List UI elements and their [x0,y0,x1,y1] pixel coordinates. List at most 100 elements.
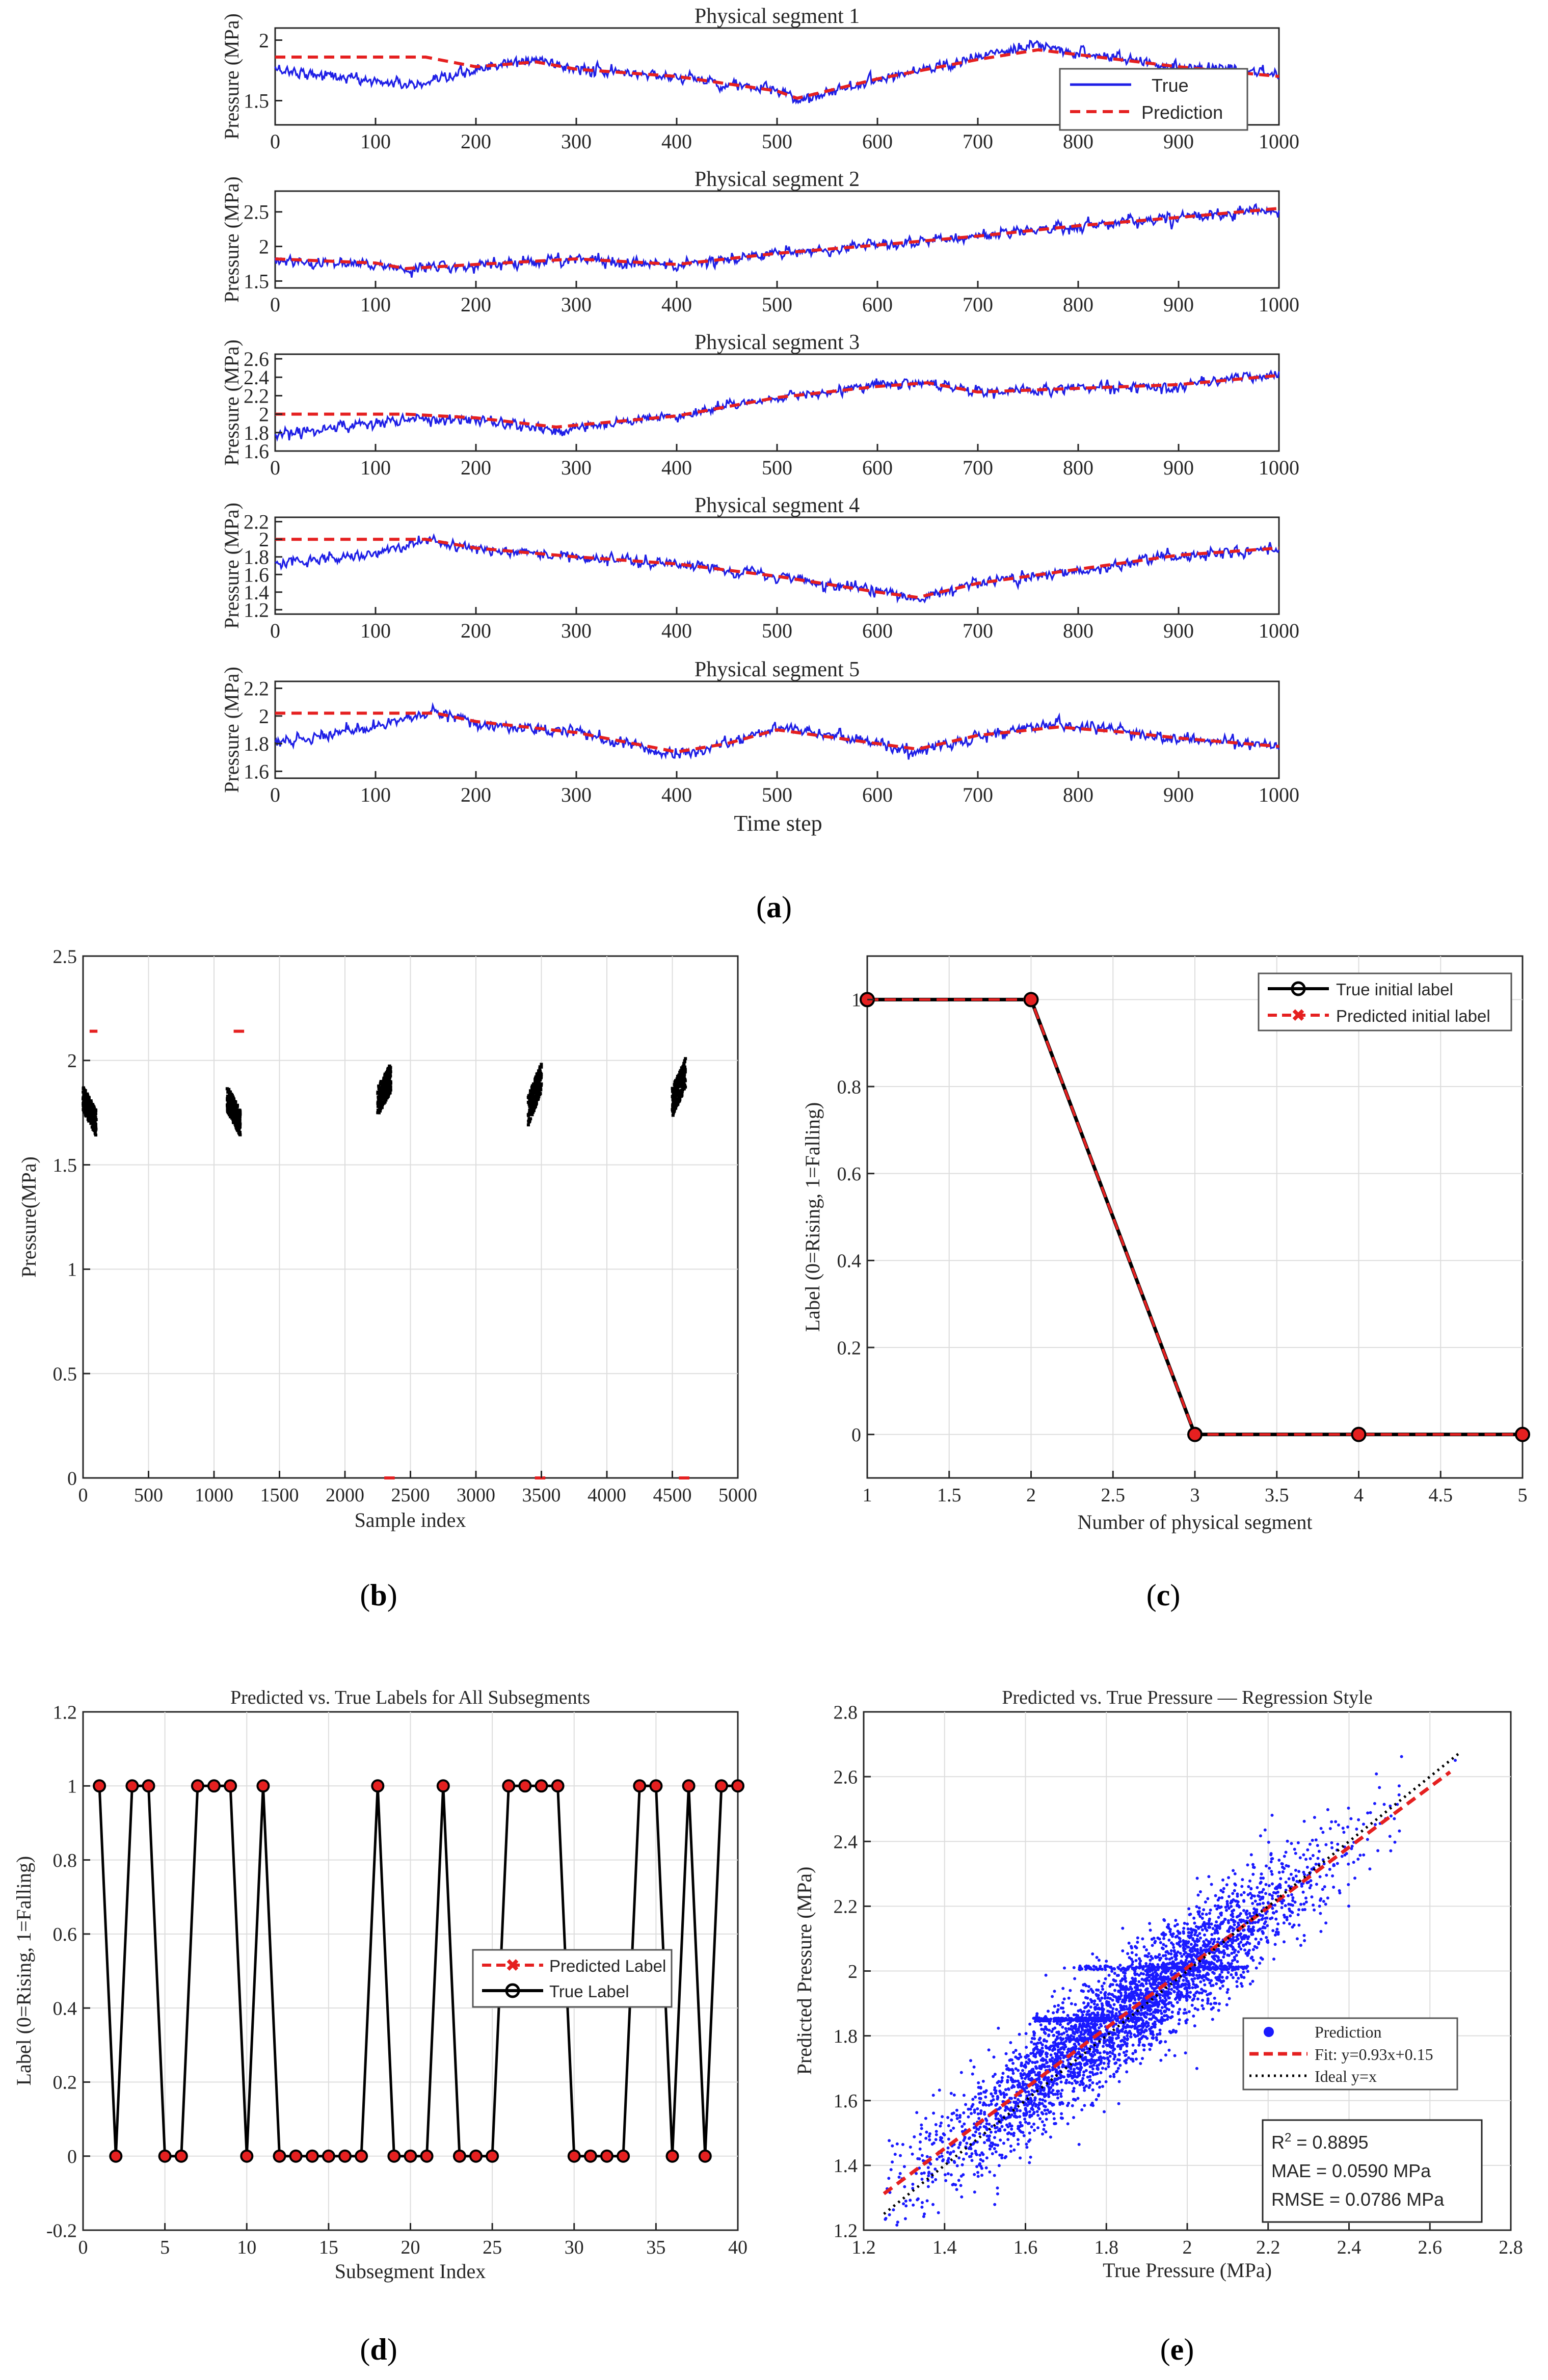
sample-point [385,1075,388,1079]
d-xtick-label: 10 [237,2237,256,2258]
e-ytick-label: 1.2 [834,2220,858,2241]
sample-point [236,1129,239,1132]
sample-point [388,1085,391,1088]
subplot-axes [274,190,1280,289]
sample-point [94,1108,97,1112]
prediction-series-line [275,711,1279,754]
sample-point [383,1100,387,1103]
sample-point [678,1076,681,1080]
sample-point [91,1104,95,1107]
sample-point [94,1123,97,1126]
subsegment-label-point [502,1779,516,1793]
sample-point [529,1103,533,1107]
e-xtick-label: 1.4 [932,2237,957,2258]
c-xtick-label: 4.5 [1429,1485,1453,1506]
subsegment-label-point [633,1779,647,1793]
subsegment-label-point [567,2149,581,2163]
subplot-xtick-label: 0 [270,130,280,153]
subplot-xtick-label: 700 [963,783,993,806]
subsegment-label-point [289,2149,303,2163]
sample-point [234,1103,237,1107]
sample-point [535,1084,539,1088]
sample-point [87,1097,91,1101]
sample-point [229,1115,233,1118]
sample-point [380,1086,384,1089]
sample-point [228,1093,231,1097]
c-xtick-label: 1.5 [937,1485,962,1506]
c-xtick-label: 1 [863,1485,872,1506]
e-xtick-label: 1.6 [1013,2237,1038,2258]
subplot-ytick-label: 1.6 [244,760,269,783]
subplot-ytick-label: 1.6 [244,563,269,586]
sample-point [227,1101,231,1104]
legend-true-marker [505,1983,520,1998]
sample-point [82,1097,85,1100]
subplot-5: 0 100 200 300 400 500 600 700 800 900 1000 1.6 1.8 2 2… [220,658,1299,806]
subplot-xtick-label: 900 [1163,619,1194,642]
subplot-xtick-label: 400 [661,293,692,316]
legend-true-initial-marker [1291,981,1306,996]
sample-point [385,1083,389,1087]
subplot-axes [274,353,1280,452]
sample-point [675,1084,678,1088]
subsegment-label-point [436,1779,450,1793]
subplot-xtick-label: 400 [661,619,692,642]
c-ytick-label: 1 [851,990,861,1011]
subplot-xtick-label: 600 [862,456,893,479]
initial-label-point [1351,1426,1367,1442]
subplot-ytick-label: 1.2 [244,598,269,621]
sample-point [387,1093,390,1096]
sample-point [234,1122,237,1126]
subplot-2: 0 100 200 300 400 500 600 700 800 900 10001.522.5P… [220,168,1299,316]
sample-point [385,1088,389,1091]
panel-d-subsegment-labels: Predicted vs. True Labels for All Subseg… [12,1687,748,2366]
sample-point [226,1109,229,1113]
sample-point [82,1103,85,1107]
subplot-title: Physical segment 5 [695,658,860,681]
cluster-2 [225,1087,242,1136]
subsegment-label-point [600,2149,613,2163]
subsegment-label-point [256,1779,270,1793]
sample-point [680,1094,683,1098]
sample-point [92,1124,95,1127]
sample-point [381,1101,385,1104]
sample-point [228,1091,231,1095]
legend-fit-label: Fit: y=0.93x+0.15 [1315,2045,1433,2064]
subplot-xtick-label: 100 [360,456,391,479]
subplot-ytick-label: 2.2 [244,511,269,534]
legend-predicted-initial-label: Predicted initial label [1336,1007,1490,1025]
subplot-xtick-label: 700 [963,619,993,642]
panel-c-xlabel: Number of physical segment [1078,1511,1313,1533]
sample-point [236,1117,240,1121]
sample-point [529,1117,532,1121]
sample-point [531,1097,535,1100]
panel-e-regression: Predicted vs. True Pressure — Regression… [793,1687,1523,2366]
sample-point [384,1092,387,1095]
sample-point [677,1098,681,1101]
subplot-4: 0 100 200 300 400 500 600 700 800 900 10001.21.41.… [220,494,1299,642]
sample-point [90,1112,94,1116]
b-xtick-label: 5000 [718,1485,757,1506]
subplot-xtick-label: 400 [661,130,692,153]
subplot-xtick-label: 1000 [1259,293,1299,316]
sample-point [226,1104,229,1108]
subsegment-label-point [518,1779,532,1793]
sample-point [531,1106,535,1110]
b-ytick-label: 1.5 [53,1155,77,1176]
e-ytick-label: 1.4 [834,2155,858,2177]
panel-e-title: Predicted vs. True Pressure — Regression… [1002,1687,1372,1708]
sample-point [230,1108,233,1112]
initial-label-point [1515,1426,1530,1442]
sample-point [534,1087,538,1090]
sample-point [680,1079,684,1083]
panel-b-scatter: 0 500 1000 1500 2000 2500 3000 3500 4000 4500 5000… [17,946,757,1612]
sample-point [387,1073,391,1076]
subplot-ylabel: Pressure (MPa) [220,503,243,629]
subsegment-label-point [142,1779,155,1793]
panel-e-ylabel: Predicted Pressure (MPa) [793,1867,816,2075]
sample-point [378,1086,381,1089]
panel-c-caption: (c) [1146,1578,1181,1612]
subsegment-label-point [355,2149,368,2163]
sample-point [86,1101,90,1104]
subsegment-label-point [469,2149,483,2163]
